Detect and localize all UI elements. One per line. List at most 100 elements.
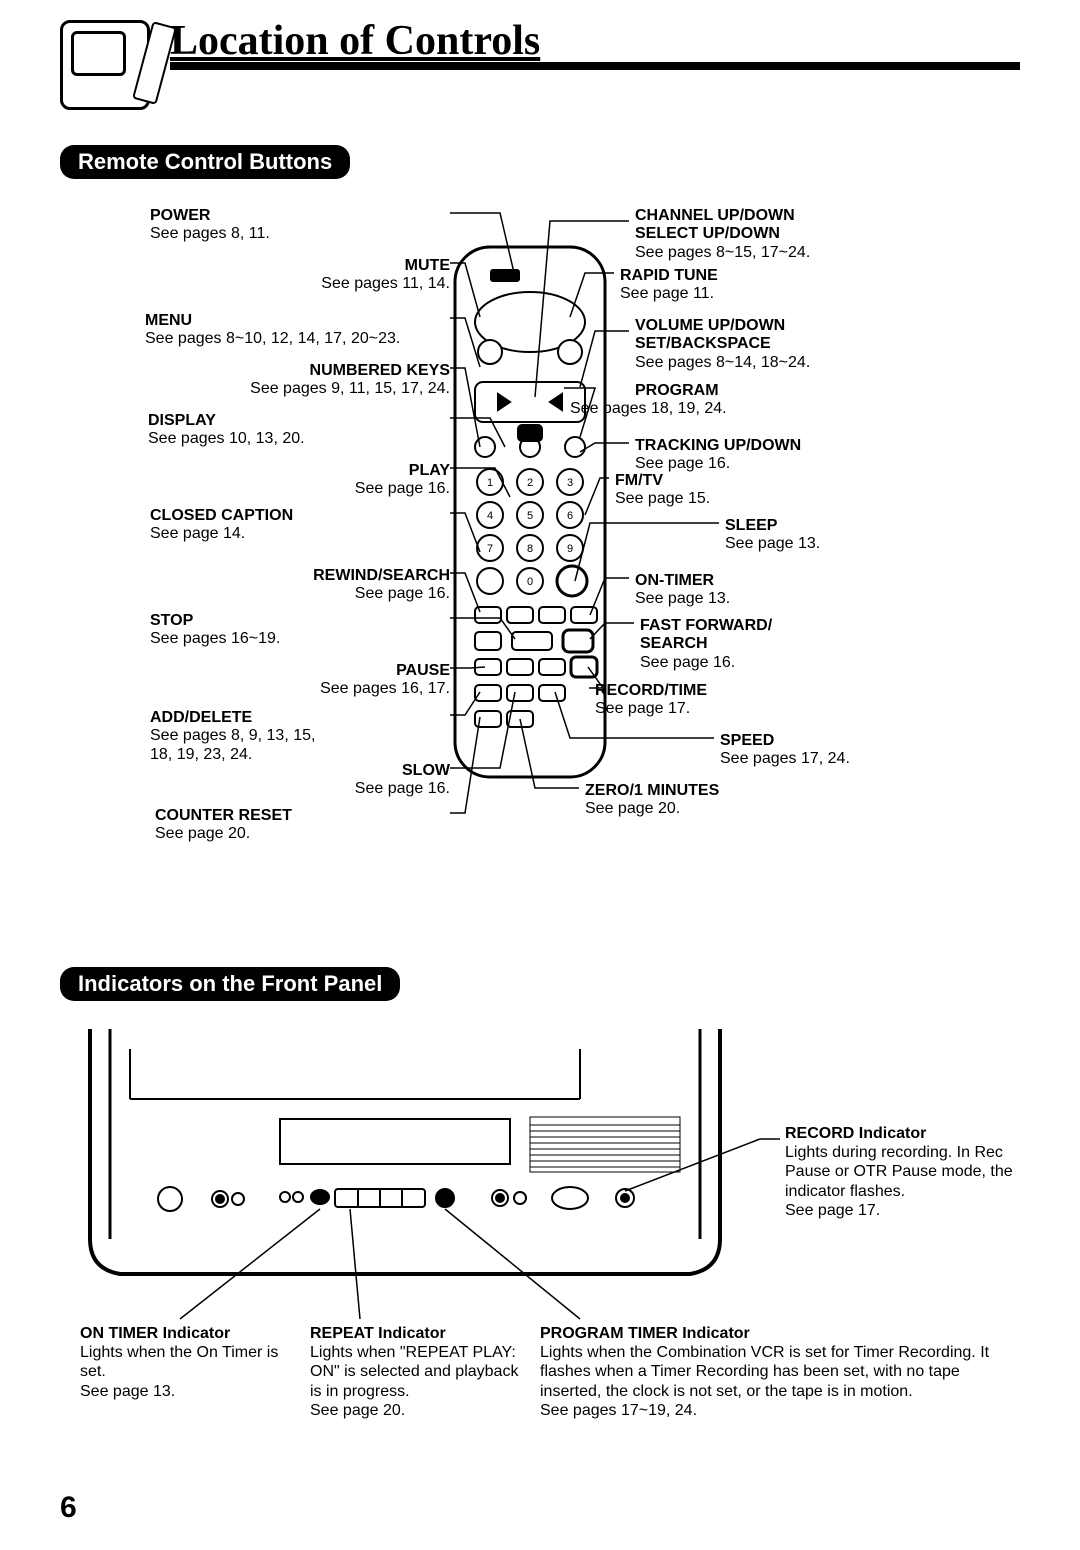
callout-title: MENU: [145, 312, 192, 329]
callout-ref: See pages 17, 24.: [720, 750, 1020, 768]
callout-title: SLOW: [402, 762, 450, 779]
callout-tracking-up-down: TRACKING UP/DOWNSee page 16.: [635, 437, 1020, 474]
callout-slow: SLOWSee page 16.: [240, 762, 450, 799]
callout-ref: See page 17.: [595, 700, 1020, 718]
callout-title: SLEEP: [725, 517, 1020, 535]
callout-title: POWER: [150, 207, 210, 224]
svg-text:7: 7: [487, 543, 493, 555]
callout-closed-caption: CLOSED CAPTIONSee page 14.: [150, 507, 450, 544]
callout-title: PLAY: [409, 462, 450, 479]
callout-counter-reset: COUNTER RESETSee page 20.: [155, 807, 450, 844]
callout-channel-up-down-select-up-down: CHANNEL UP/DOWN SELECT UP/DOWNSee pages …: [635, 207, 1020, 262]
record-indicator-title: RECORD Indicator: [785, 1124, 1015, 1143]
callout-ref: See pages 18, 19, 24.: [570, 400, 955, 418]
panel-callout-title: REPEAT Indicator: [310, 1324, 520, 1343]
callout-title: RAPID TUNE: [620, 267, 1020, 285]
callout-zero-1-minutes: ZERO/1 MINUTESSee page 20.: [585, 782, 1020, 819]
callout-ref: See pages 8~15, 17~24.: [635, 244, 1020, 262]
callout-title: NUMBERED KEYS: [310, 362, 450, 379]
callout-mute: MUTESee pages 11, 14.: [220, 257, 450, 294]
callout-display: DISPLAYSee pages 10, 13, 20.: [148, 412, 450, 449]
callout-title: REWIND/SEARCH: [313, 567, 450, 584]
svg-text:9: 9: [567, 543, 573, 555]
callout-ref: See page 15.: [615, 490, 1020, 508]
callout-ref: See pages 10, 13, 20.: [148, 430, 450, 448]
svg-text:6: 6: [567, 510, 573, 522]
panel-callout-title: PROGRAM TIMER Indicator: [540, 1324, 1000, 1343]
callout-title: FM/TV: [615, 472, 1020, 490]
svg-text:0: 0: [527, 576, 533, 588]
panel-callout-ref: Lights when "REPEAT PLAY: ON" is selecte…: [310, 1343, 520, 1420]
callout-rewind-search: REWIND/SEARCHSee page 16.: [215, 567, 450, 604]
callout-title: RECORD/TIME: [595, 682, 1020, 700]
svg-text:8: 8: [527, 543, 533, 555]
title-row: Location of Controls: [60, 20, 1020, 110]
callout-title: PROGRAM: [635, 382, 955, 400]
callout-title: ZERO/1 MINUTES: [585, 782, 1020, 800]
callout-record-time: RECORD/TIMESee page 17.: [595, 682, 1020, 719]
panel-callout-ref: Lights when the Combination VCR is set f…: [540, 1343, 1000, 1420]
svg-text:4: 4: [487, 510, 493, 522]
svg-text:3: 3: [567, 477, 573, 489]
callout-numbered-keys: NUMBERED KEYSSee pages 9, 11, 15, 17, 24…: [220, 362, 450, 399]
callout-ref: See pages 16~19.: [150, 630, 450, 648]
section-indicators-label: Indicators on the Front Panel: [60, 967, 400, 1001]
panel-callout-ref: Lights when the On Timer is set. See pag…: [80, 1343, 290, 1401]
callout-fast-forward-search: FAST FORWARD/ SEARCHSee page 16.: [640, 617, 1020, 672]
panel-callout-title: ON TIMER Indicator: [80, 1324, 290, 1343]
page-number: 6: [60, 1491, 77, 1525]
callout-ref: See page 20.: [155, 825, 450, 843]
callout-title: VOLUME UP/DOWN SET/BACKSPACE: [635, 317, 1020, 354]
callout-ref: See pages 8, 9, 13, 15, 18, 19, 23, 24.: [150, 727, 450, 764]
callout-ref: See pages 8, 11.: [150, 225, 450, 243]
callout-title: MUTE: [405, 257, 450, 274]
callout-on-timer: ON-TIMERSee page 13.: [635, 572, 1020, 609]
callout-ref: See pages 8~10, 12, 14, 17, 20~23.: [145, 330, 450, 348]
front-panel-diagram: RECORD Indicator Lights during recording…: [60, 1019, 1020, 1439]
callout-title: ON-TIMER: [635, 572, 1020, 590]
svg-text:5: 5: [527, 510, 533, 522]
remote-diagram: 1 2 3 4 5 6 7 8 9 0: [60, 197, 1020, 917]
callout-add-delete: ADD/DELETESee pages 8, 9, 13, 15, 18, 19…: [150, 709, 450, 764]
callout-title: STOP: [150, 612, 193, 629]
callout-ref: See page 16.: [215, 585, 450, 603]
callout-title: SPEED: [720, 732, 1020, 750]
callout-ref: See pages 9, 11, 15, 17, 24.: [220, 380, 450, 398]
callout-title: DISPLAY: [148, 412, 216, 429]
record-indicator-callout: RECORD Indicator Lights during recording…: [785, 1124, 1015, 1220]
callout-title: CLOSED CAPTION: [150, 507, 293, 524]
svg-text:2: 2: [527, 477, 533, 489]
callout-rapid-tune: RAPID TUNESee page 11.: [620, 267, 1020, 304]
callout-program: PROGRAMSee pages 18, 19, 24.: [570, 382, 955, 419]
svg-text:1: 1: [487, 477, 493, 489]
panel-callout-on-timer-indicator: ON TIMER IndicatorLights when the On Tim…: [80, 1324, 290, 1401]
callout-speed: SPEEDSee pages 17, 24.: [720, 732, 1020, 769]
callout-power: POWERSee pages 8, 11.: [150, 207, 450, 244]
callout-fm-tv: FM/TVSee page 15.: [615, 472, 1020, 509]
callout-title: COUNTER RESET: [155, 807, 292, 824]
callout-ref: See page 13.: [635, 590, 1020, 608]
callout-volume-up-down-set-backspace: VOLUME UP/DOWN SET/BACKSPACESee pages 8~…: [635, 317, 1020, 372]
callout-ref: See page 16.: [240, 780, 450, 798]
callout-stop: STOPSee pages 16~19.: [150, 612, 450, 649]
callout-title: PAUSE: [396, 662, 450, 679]
callout-ref: See page 16.: [255, 480, 450, 498]
callout-ref: See page 14.: [150, 525, 450, 543]
callout-sleep: SLEEPSee page 13.: [725, 517, 1020, 554]
callout-title: ADD/DELETE: [150, 709, 252, 726]
section-remote-label: Remote Control Buttons: [60, 145, 350, 179]
callout-title: FAST FORWARD/ SEARCH: [640, 617, 1020, 654]
callout-ref: See page 13.: [725, 535, 1020, 553]
callout-play: PLAYSee page 16.: [255, 462, 450, 499]
callout-ref: See pages 8~14, 18~24.: [635, 354, 1020, 372]
callout-title: CHANNEL UP/DOWN SELECT UP/DOWN: [635, 207, 1020, 244]
callout-pause: PAUSESee pages 16, 17.: [235, 662, 450, 699]
callout-ref: See page 11.: [620, 285, 1020, 303]
callout-menu: MENUSee pages 8~10, 12, 14, 17, 20~23.: [145, 312, 450, 349]
panel-callout-repeat-indicator: REPEAT IndicatorLights when "REPEAT PLAY…: [310, 1324, 520, 1420]
callout-ref: See pages 11, 14.: [220, 275, 450, 293]
callout-title: TRACKING UP/DOWN: [635, 437, 1020, 455]
callout-ref: See page 20.: [585, 800, 1020, 818]
callout-ref: See pages 16, 17.: [235, 680, 450, 698]
callout-ref: See page 16.: [640, 654, 1020, 672]
